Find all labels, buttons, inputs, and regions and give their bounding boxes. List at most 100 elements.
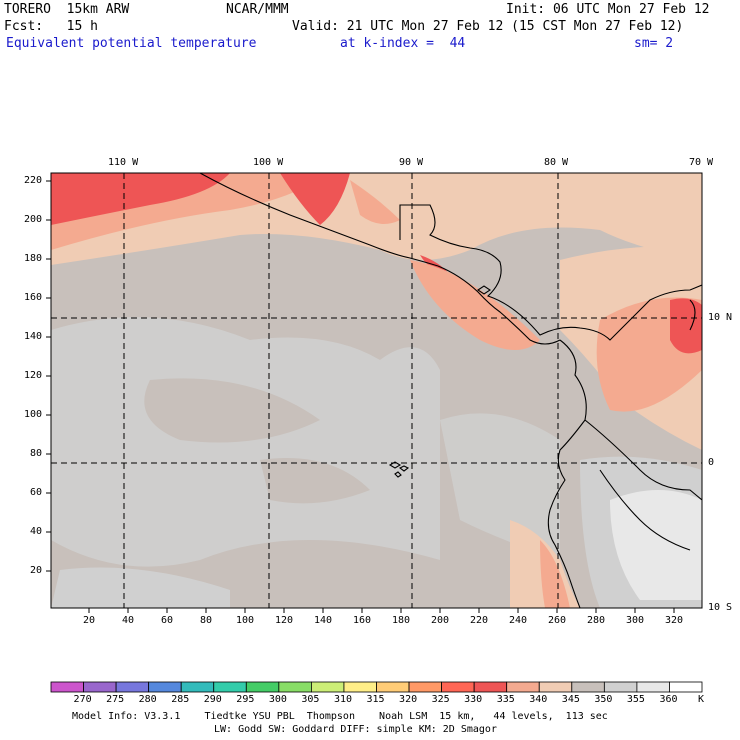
border-lake (689, 299, 696, 331)
colorbar-swatch (50, 681, 84, 693)
y-tick: 200 (24, 214, 43, 225)
colorbar-swatch (278, 681, 312, 693)
y-tick: 100 (24, 409, 43, 420)
y-tick: 220 (24, 175, 43, 186)
coastline-mexico (199, 173, 439, 267)
land-grey (610, 490, 702, 600)
colorbar-unit: K (698, 694, 705, 705)
lon-label-80w: 80 W (544, 157, 569, 168)
lat-label-0: 0 (708, 457, 715, 468)
x-tick: 140 (314, 615, 333, 626)
x-tick: 160 (353, 615, 372, 626)
cool-patch (51, 317, 440, 567)
colorbar-label: 335 (496, 694, 515, 705)
x-tick: 240 (509, 615, 528, 626)
cool-patch (440, 413, 560, 560)
colorbar-swatch (245, 681, 280, 693)
y-tick: 20 (30, 565, 43, 576)
colorbar-label: 345 (561, 694, 580, 705)
x-tick: 100 (236, 615, 255, 626)
colorbar-label: 310 (333, 694, 352, 705)
colorbar-label: 270 (73, 694, 92, 705)
x-tick: 180 (392, 615, 411, 626)
colorbar-label: 280 (138, 694, 157, 705)
colorbar-label: 330 (464, 694, 483, 705)
border-andes (584, 419, 702, 501)
warm-band (410, 260, 540, 350)
x-tick: 260 (548, 615, 567, 626)
colorbar-label: 275 (106, 694, 125, 705)
colorbar-swatch (213, 681, 247, 693)
x-tick: 20 (83, 615, 96, 626)
x-tick: 320 (665, 615, 684, 626)
x-tick: 40 (122, 615, 135, 626)
colorbar-swatch (603, 681, 638, 693)
colorbar-swatch (115, 681, 150, 693)
axis-ticks (46, 180, 675, 613)
colorbar-swatch (571, 681, 605, 693)
model-info: Model Info: V3.3.1 Tiedtke YSU PBL Thomp… (72, 711, 608, 722)
gridlines (51, 173, 702, 608)
x-tick: 220 (470, 615, 489, 626)
forecast-hour: Fcst: 15 h (4, 19, 98, 34)
colorbar (50, 681, 703, 693)
y-tick: 60 (30, 487, 43, 498)
colorbar-label: 320 (399, 694, 418, 705)
x-tick: 80 (200, 615, 213, 626)
colorbar-swatch (669, 681, 703, 693)
colorbar-swatch (180, 681, 215, 693)
colorbar-swatch (636, 681, 670, 693)
colorbar-label: 290 (203, 694, 222, 705)
x-tick: 300 (626, 615, 645, 626)
lon-label-90w: 90 W (399, 157, 424, 168)
lat-label-10n: 10 N (708, 312, 733, 323)
cool-patch (260, 458, 370, 504)
colorbar-swatch (473, 681, 508, 693)
level-label: at k-index = 44 (340, 36, 466, 51)
hot-core (350, 180, 400, 224)
map-frame (50, 172, 703, 609)
valid-time: Valid: 21 UTC Mon 27 Feb 12 (15 CST Mon … (292, 19, 684, 34)
lon-label-100w: 100 W (253, 157, 284, 168)
colorbar-label: 295 (236, 694, 255, 705)
colorbar-label: 305 (301, 694, 320, 705)
physics-info: LW: Godd SW: Goddard DIFF: simple KM: 2D… (214, 724, 497, 735)
warm-band (540, 540, 570, 608)
cool-patch (51, 567, 230, 608)
island-small (477, 285, 491, 295)
x-tick: 60 (161, 615, 174, 626)
org-label: NCAR/MMM (226, 2, 289, 17)
field-name: Equivalent potential temperature (6, 36, 257, 51)
colorbar-label: 300 (268, 694, 287, 705)
coastlines (199, 173, 702, 608)
theta-e-field (51, 173, 702, 608)
colorbar-swatch (376, 681, 410, 693)
x-tick: 280 (587, 615, 606, 626)
y-tick: 140 (24, 331, 43, 342)
lat-label-10s: 10 S (708, 602, 733, 613)
y-tick: 180 (24, 253, 43, 264)
y-tick: 40 (30, 526, 43, 537)
colorbar-swatch (408, 681, 442, 693)
cool-patch (144, 378, 320, 443)
colorbar-swatch (343, 681, 377, 693)
colorbar-swatch (148, 681, 182, 693)
lon-label-110w: 110 W (108, 157, 139, 168)
init-time: Init: 06 UTC Mon 27 Feb 12 (506, 2, 710, 17)
colorbar-label: 315 (366, 694, 385, 705)
hot-core (670, 298, 702, 354)
lon-label-70w: 70 W (689, 157, 714, 168)
colorbar-swatch (83, 681, 117, 693)
colorbar-label: 350 (594, 694, 613, 705)
hot-core (51, 173, 230, 225)
colorbar-swatch (506, 681, 540, 693)
colorbar-label: 360 (659, 694, 678, 705)
smoothing-label: sm= 2 (634, 36, 674, 51)
x-tick: 200 (431, 615, 450, 626)
colorbar-label: 285 (171, 694, 190, 705)
coastline-central-america (437, 265, 561, 345)
colorbar-label: 340 (529, 694, 548, 705)
y-tick: 80 (30, 448, 43, 459)
colorbar-swatch (310, 681, 345, 693)
